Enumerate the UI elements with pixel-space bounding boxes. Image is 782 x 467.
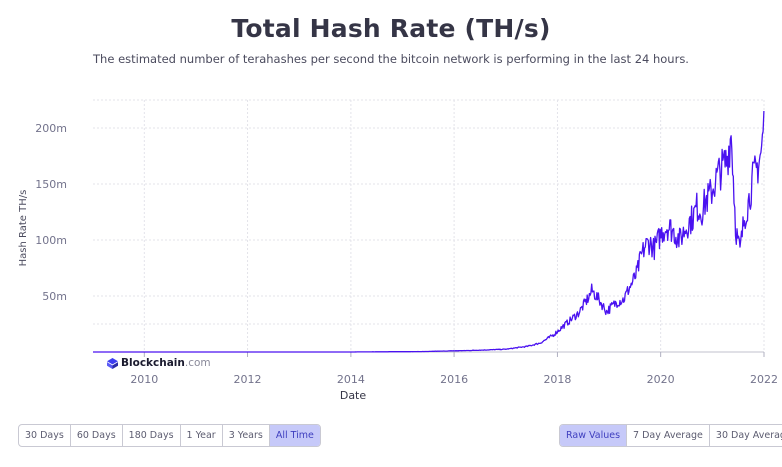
x-tick-label: 2012 <box>234 373 262 386</box>
y-axis-label: Hash Rate TH/s <box>18 190 29 267</box>
range-button-60-days[interactable]: 60 Days <box>71 425 123 446</box>
x-tick-label: 2018 <box>543 373 571 386</box>
y-tick-label: 150m <box>35 178 67 191</box>
x-tick-label: 2014 <box>337 373 365 386</box>
average-button-7-day-average[interactable]: 7 Day Average <box>627 425 710 446</box>
y-axis-ticks: 50m 100m 150m 200m <box>35 122 67 303</box>
watermark-suffix: .com <box>184 357 211 369</box>
x-tick-label: 2022 <box>750 373 778 386</box>
hash-rate-chart: 50m 100m 150m 200m 2010 2012 2014 2016 2018 2020… <box>18 99 778 402</box>
blockchain-watermark: Blockchain .com <box>107 357 211 369</box>
blockchain-logo-icon <box>107 357 118 369</box>
average-button-raw-values[interactable]: Raw Values <box>560 425 628 446</box>
watermark-brand: Blockchain <box>121 357 185 369</box>
range-button-30-days[interactable]: 30 Days <box>19 425 71 446</box>
chart-grid <box>93 99 765 353</box>
y-tick-label: 200m <box>35 122 67 135</box>
hash-rate-line <box>93 110 765 353</box>
x-axis-ticks: 2010 2012 2014 2016 2018 2020 2022 <box>130 352 778 386</box>
range-button-all-time[interactable]: All Time <box>269 425 320 446</box>
x-tick-label: 2010 <box>130 373 158 386</box>
x-axis-label: Date <box>340 389 367 402</box>
y-tick-label: 100m <box>35 234 67 247</box>
y-tick-label: 50m <box>42 290 67 303</box>
range-button-1-year[interactable]: 1 Year <box>181 425 223 446</box>
range-button-180-days[interactable]: 180 Days <box>123 425 181 446</box>
page-title: Total Hash Rate (TH/s) <box>231 14 551 43</box>
time-range-selector: 30 Days 60 Days 180 Days 1 Year 3 Years All T… <box>18 424 321 447</box>
x-tick-label: 2020 <box>647 373 675 386</box>
average-button-30-day-average[interactable]: 30 Day Average <box>715 430 782 441</box>
range-button-3-years[interactable]: 3 Years <box>223 425 270 446</box>
x-tick-label: 2016 <box>440 373 468 386</box>
page-subtitle: The estimated number of terahashes per s… <box>93 52 689 66</box>
